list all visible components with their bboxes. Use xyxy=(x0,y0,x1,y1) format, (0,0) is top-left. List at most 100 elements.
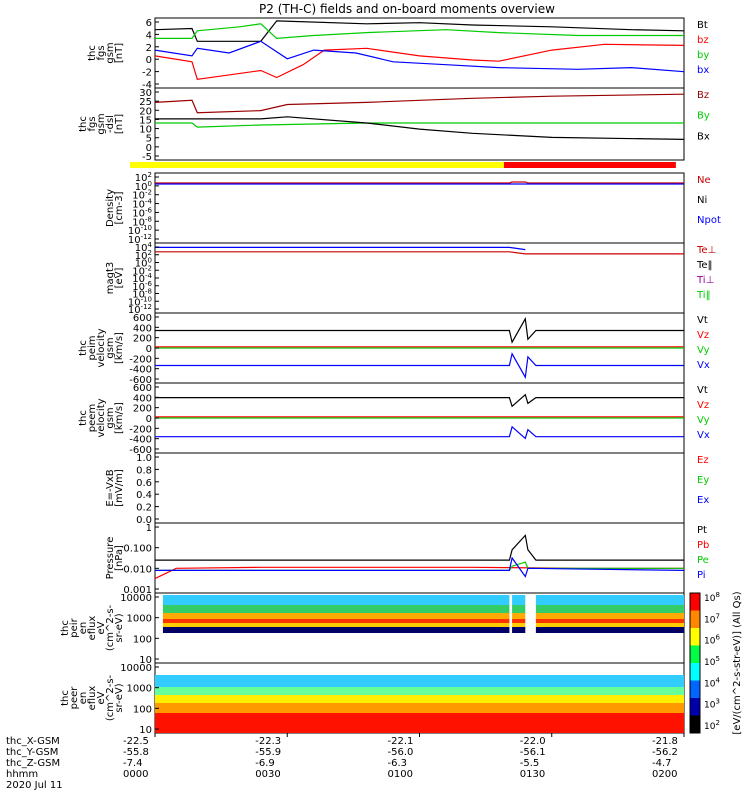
y-tick-label: 15 xyxy=(139,115,152,126)
y-tick-label: 10-8 xyxy=(132,215,152,228)
colorbar-swatch xyxy=(690,628,700,646)
legend-efield-0: Ez xyxy=(697,455,709,466)
colorbar-swatch xyxy=(690,698,700,716)
y-axis-label: gsm xyxy=(105,337,116,358)
y-tick-label: -600 xyxy=(129,375,152,386)
series-fgs_dsl-bx xyxy=(155,116,685,140)
time-tick-label-hhmm: 0200 xyxy=(652,769,677,780)
legend-density-0: Ne xyxy=(697,175,711,186)
legend-density-2: Npot xyxy=(697,215,721,226)
spectrogram-gap xyxy=(525,594,536,662)
colorbar-tick: 104 xyxy=(704,676,720,689)
series-fgs-bx xyxy=(154,40,685,73)
mode-bar xyxy=(130,162,676,168)
y-tick-label: 10-12 xyxy=(128,233,152,246)
y-tick-label: 100 xyxy=(133,634,152,645)
legend-fgs_dsl-1: By xyxy=(697,111,710,122)
colorbar-tick: 103 xyxy=(704,698,720,711)
y-axis-label: peim xyxy=(87,335,98,360)
legend-efield-2: Ex xyxy=(697,495,709,506)
panel-pressure: 1 0.100 0.010 0.001 Pressure[nPa] Pt Pb Pe Pi xyxy=(105,522,709,596)
y-axis-label: velocity xyxy=(96,328,107,367)
series-temperature-ti xyxy=(155,246,526,251)
y-tick-label: 600 xyxy=(133,313,152,324)
time-axis-row-label: thc_Z-GSM xyxy=(6,758,60,769)
y-tick-label: 0.6 xyxy=(136,478,152,489)
y-axis-label: fgs xyxy=(96,45,107,60)
legend-fgs_dsl-2: Bx xyxy=(697,131,710,142)
legend-fgs_dsl-0: Bz xyxy=(697,90,709,101)
legend-fgs-3: bx xyxy=(697,65,709,76)
series-fgs-by xyxy=(155,23,684,40)
legend-peim_velocity-3: Vx xyxy=(697,360,710,371)
spectrogram-band xyxy=(162,623,684,627)
colorbar-swatch xyxy=(690,645,700,664)
legend-fgs-1: bz xyxy=(697,35,709,46)
series-peem_velocity-vt xyxy=(155,393,684,408)
y-axis-label: Pressure xyxy=(105,537,116,580)
y-axis-label: thc xyxy=(78,116,89,132)
time-tick-label-x_gsm: -22.5 xyxy=(123,736,149,747)
y-axis-label: eflux xyxy=(87,686,98,711)
y-axis-label: [km/s] xyxy=(114,332,125,364)
y-axis-label: magt3 xyxy=(105,262,116,295)
y-tick-label: 100 xyxy=(135,180,152,193)
colorbar-swatch xyxy=(690,715,700,734)
series-peim_velocity-vx xyxy=(155,352,684,380)
y-tick-label: -4 xyxy=(142,80,152,91)
y-tick-label: 0 xyxy=(146,414,152,425)
legend-efield-1: Ey xyxy=(697,475,709,486)
y-tick-label: 10-12 xyxy=(128,303,152,316)
time-tick-label-z_gsm: -6.3 xyxy=(388,758,408,769)
legend-pressure-2: Pe xyxy=(697,555,709,566)
legend-peem_velocity-0: Vt xyxy=(697,385,708,396)
spectrogram-band xyxy=(155,713,684,733)
y-tick-label: 1.0 xyxy=(136,453,152,464)
time-tick-label-y_gsm: -56.1 xyxy=(520,747,546,758)
y-tick-label: -5 xyxy=(142,152,152,163)
y-axis-label: eV xyxy=(96,621,107,634)
y-tick-label: 600 xyxy=(133,383,152,394)
y-tick-label: 4 xyxy=(146,30,152,41)
y-tick-label: 100 xyxy=(135,257,152,270)
series-peim_velocity-vt xyxy=(155,316,684,344)
time-axis-row-label: 2020 Jul 11 xyxy=(6,780,63,791)
legend-density-1: Ni xyxy=(697,195,707,206)
spectrogram-band xyxy=(162,619,684,623)
y-axis-label: gsm xyxy=(96,113,107,134)
y-axis-label: thc xyxy=(60,690,71,706)
y-axis-label: (cm^2-s- xyxy=(105,674,116,721)
spectrogram-gap xyxy=(509,594,513,662)
y-tick-label: 400 xyxy=(133,393,152,404)
y-axis-label: Density xyxy=(105,189,116,227)
colorbar-title: [eV/(cm^2-s-str-eV)] (All Qs) xyxy=(732,591,743,734)
series-fgs_dsl-by xyxy=(155,122,684,128)
colorbar-tick: 105 xyxy=(704,655,720,668)
spectrogram-band xyxy=(162,605,684,613)
y-tick-label: 100 xyxy=(133,704,152,715)
y-axis-label: peir xyxy=(69,617,80,637)
legend-fgs-0: Bt xyxy=(697,20,708,31)
y-tick-label: 10-10 xyxy=(128,295,152,308)
spectrogram-band xyxy=(162,613,684,619)
y-axis-label: -dsl xyxy=(105,115,116,133)
time-tick-label-z_gsm: -5.5 xyxy=(520,758,540,769)
y-axis-label: [nT] xyxy=(114,43,125,63)
y-tick-label: 200 xyxy=(133,334,152,345)
y-tick-label: 0.100 xyxy=(123,544,152,555)
series-fgs-bt xyxy=(154,20,685,42)
y-axis-label: E=-VxB xyxy=(105,469,116,506)
y-axis-label: thc xyxy=(78,340,89,356)
y-tick-label: 2 xyxy=(146,43,152,54)
y-tick-label: 10-6 xyxy=(132,206,152,219)
y-axis-label: eV xyxy=(96,691,107,704)
y-tick-label: -200 xyxy=(129,354,152,365)
time-tick-label-hhmm: 0100 xyxy=(388,769,413,780)
legend-peim_velocity-2: Vy xyxy=(697,345,710,356)
time-tick-label-z_gsm: -7.4 xyxy=(123,758,143,769)
y-axis-label: velocity xyxy=(96,398,107,437)
y-axis-label: gsm xyxy=(105,42,116,63)
y-tick-label: -400 xyxy=(129,365,152,376)
